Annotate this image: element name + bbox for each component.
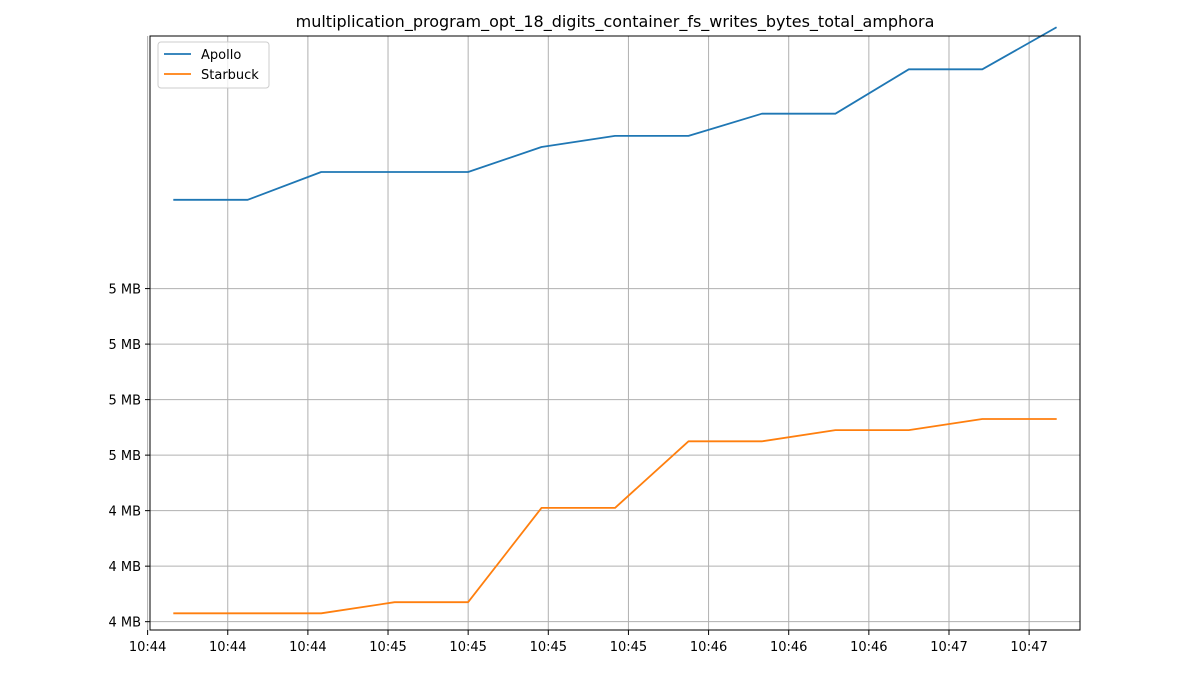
series-layer [173, 26, 1058, 615]
plot-frame [149, 35, 1081, 631]
x-tick-label: 10:47 [930, 640, 967, 655]
x-tick-label: 10:47 [1010, 640, 1047, 655]
series-line-apollo [173, 26, 1058, 201]
x-axis: 10:44 10:44 10:44 10:45 10:45 10:45 10:45 10:46… [129, 630, 1048, 655]
x-tick-label: 10:45 [449, 640, 486, 655]
chart-title: multiplication_program_opt_18_digits_con… [296, 12, 935, 32]
y-tick-label: 5 MB [108, 449, 141, 464]
x-tick-label: 10:45 [530, 640, 567, 655]
x-tick-label: 10:46 [770, 640, 807, 655]
grid [147, 36, 1080, 630]
x-tick-label: 10:44 [289, 640, 326, 655]
y-tick-label: 5 MB [108, 394, 141, 409]
y-tick-label: 5 MB [108, 283, 141, 298]
x-tick-label: 10:46 [850, 640, 887, 655]
y-tick-label: 5 MB [108, 338, 141, 353]
x-tick-label: 10:44 [209, 640, 246, 655]
legend-label: Apollo [201, 48, 241, 63]
x-tick-label: 10:45 [369, 640, 406, 655]
series-line-starbuck [173, 418, 1057, 615]
x-tick-label: 10:45 [610, 640, 647, 655]
y-axis: 4 MB 4 MB 4 MB 5 MB 5 MB 5 MB 5 MB [108, 283, 150, 631]
legend: Apollo Starbuck [157, 41, 270, 89]
x-tick-label: 10:46 [690, 640, 727, 655]
y-tick-label: 4 MB [108, 560, 141, 575]
y-tick-label: 4 MB [108, 616, 141, 631]
legend-label: Starbuck [201, 68, 259, 83]
x-tick-label: 10:44 [129, 640, 166, 655]
y-tick-label: 4 MB [108, 505, 141, 520]
